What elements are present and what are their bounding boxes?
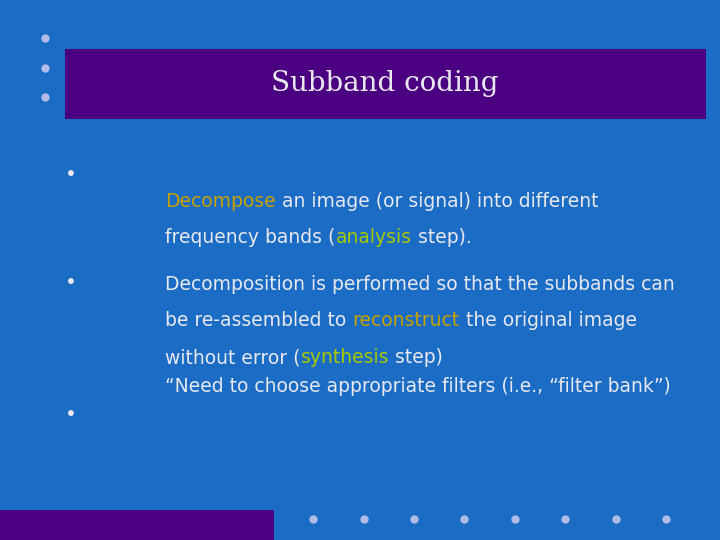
- Text: be re-assembled to: be re-assembled to: [166, 312, 353, 330]
- Text: step): step): [390, 348, 444, 367]
- Text: analysis: analysis: [336, 228, 412, 247]
- Text: the original image: the original image: [459, 312, 636, 330]
- Text: frequency bands (: frequency bands (: [166, 228, 336, 247]
- Text: “Need to choose appropriate filters (i.e., “filter bank”): “Need to choose appropriate filters (i.e…: [166, 377, 671, 396]
- Text: Subband coding: Subband coding: [271, 70, 499, 97]
- Text: reconstruct: reconstruct: [353, 312, 459, 330]
- Text: •: •: [65, 165, 76, 184]
- FancyBboxPatch shape: [0, 510, 274, 540]
- Text: an image (or signal) into different: an image (or signal) into different: [276, 192, 598, 211]
- Text: •: •: [65, 405, 76, 424]
- Text: Decompose: Decompose: [166, 192, 276, 211]
- Text: •: •: [65, 273, 76, 292]
- FancyBboxPatch shape: [65, 49, 706, 119]
- Text: without error (: without error (: [166, 348, 301, 367]
- Text: Decomposition is performed so that the subbands can: Decomposition is performed so that the s…: [166, 275, 675, 294]
- Text: step).: step).: [412, 228, 472, 247]
- Text: synthesis: synthesis: [301, 348, 390, 367]
